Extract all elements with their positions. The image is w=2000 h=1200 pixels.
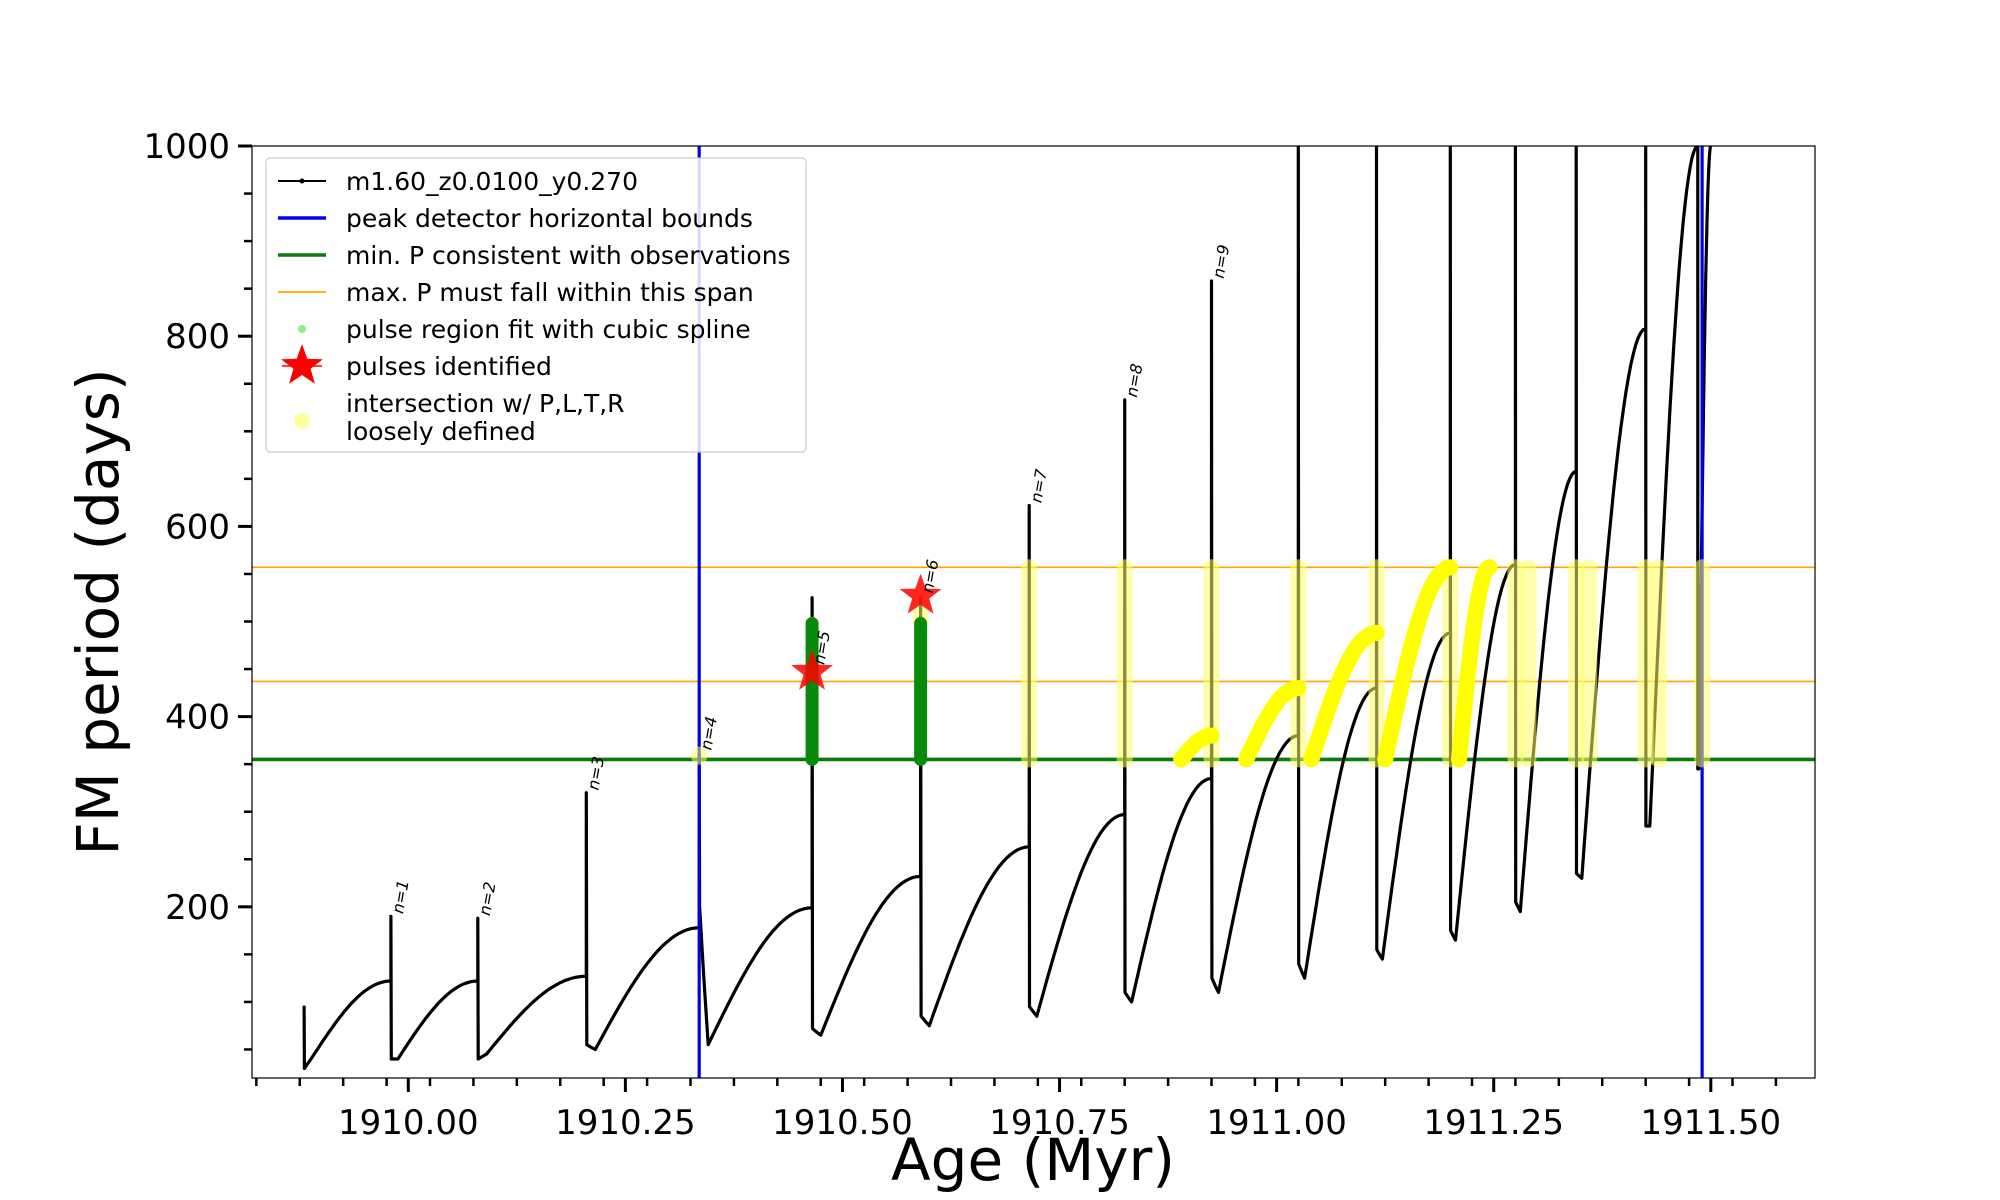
- y-tick-label-4: 800: [165, 317, 230, 357]
- x-tick-label-7: 1911.50: [1640, 1103, 1781, 1143]
- intersection-arc-2: [1238, 680, 1307, 768]
- legend-label-1: m1.60_z0.0100_y0.270: [346, 167, 638, 196]
- x-tick-label-4: 1910.75: [989, 1103, 1130, 1143]
- legend-swatch-star: [281, 344, 323, 384]
- legend-swatch-dot: [298, 325, 306, 333]
- legend-swatch-dot: [299, 178, 305, 184]
- y-tick-label-1: 200: [165, 888, 230, 928]
- legend-label-4: max. P must fall within this span: [346, 278, 754, 307]
- x-tick-label-2: 1910.25: [555, 1103, 696, 1143]
- legend-item-1: m1.60_z0.0100_y0.270: [278, 167, 638, 196]
- x-tick-label-3: 1910.50: [772, 1103, 913, 1143]
- legend-item-6: pulses identified: [281, 344, 552, 384]
- x-axis-title: Age (Myr): [891, 1126, 1175, 1194]
- legend-label-6: pulses identified: [346, 352, 552, 381]
- legend-label-2: peak detector horizontal bounds: [346, 204, 753, 233]
- intersection-arc-1: [1173, 727, 1220, 768]
- legend-label-3: min. P consistent with observations: [346, 241, 791, 270]
- pulse-identified-star-2: [899, 573, 942, 614]
- y-tick-label-5: 1000: [143, 127, 230, 167]
- legend-frame: [265, 157, 807, 453]
- legend-item-4: max. P must fall within this span: [278, 278, 754, 307]
- legend-item-7: intersection w/ P,L,T,R loosely defined: [294, 389, 625, 446]
- pulse-identified-star-1: [791, 649, 833, 690]
- legend-item-2: peak detector horizontal bounds: [278, 204, 753, 233]
- model-track-line: [302, 146, 1713, 1071]
- intersection-arc-4: [1377, 559, 1459, 768]
- y-axis-title: FM period (days): [64, 368, 132, 855]
- plot-frame: [251, 145, 1816, 1079]
- legend-label-5: pulse region fit with cubic spline: [346, 315, 751, 344]
- legend-swatch-circle: [294, 413, 310, 429]
- x-tick-label-1: 1910.00: [338, 1103, 479, 1143]
- x-tick-label-6: 1911.25: [1423, 1103, 1564, 1143]
- legend-item-3: min. P consistent with observations: [278, 241, 791, 270]
- legend-label-7: intersection w/ P,L,T,R loosely defined: [346, 389, 625, 446]
- x-tick-label-5: 1911.00: [1206, 1103, 1347, 1143]
- y-tick-label-2: 400: [165, 698, 230, 738]
- legend-item-5: pulse region fit with cubic spline: [298, 315, 751, 344]
- intersection-arc-5: [1451, 559, 1498, 768]
- y-tick-label-3: 600: [165, 507, 230, 547]
- intersection-arc-3: [1303, 624, 1385, 768]
